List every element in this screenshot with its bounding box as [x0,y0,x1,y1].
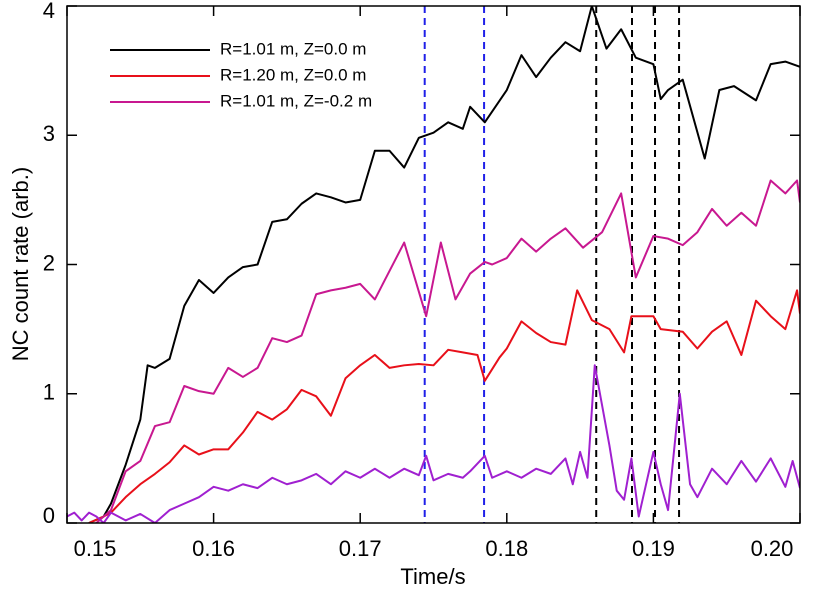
legend-label: R=1.20 m, Z=0.0 m [220,65,366,84]
x-tick-label: 0.19 [632,536,675,561]
series-line [88,289,800,523]
x-tick-label: 0.16 [192,536,235,561]
series-line [95,179,800,523]
y-tick-label: 2 [43,250,55,275]
series-line [67,364,800,523]
x-axis-label: Time/s [400,564,465,589]
x-tick-label: 0.20 [751,536,794,561]
y-axis-label: NC count rate (arb.) [8,167,33,361]
y-tick-label: 3 [43,121,55,146]
series-line [88,6,800,523]
y-tick-label: 1 [43,380,55,405]
y-tick-label: 4 [43,0,55,23]
plot-frame [66,5,801,524]
x-tick-label: 0.18 [485,536,528,561]
legend-label: R=1.01 m, Z=0.0 m [220,39,366,58]
y-tick-label: 0 [43,503,55,528]
legend-label: R=1.01 m, Z=-0.2 m [220,91,372,110]
x-tick-label: 0.17 [339,536,382,561]
plot-area [67,6,800,523]
x-tick-label: 0.15 [74,536,117,561]
